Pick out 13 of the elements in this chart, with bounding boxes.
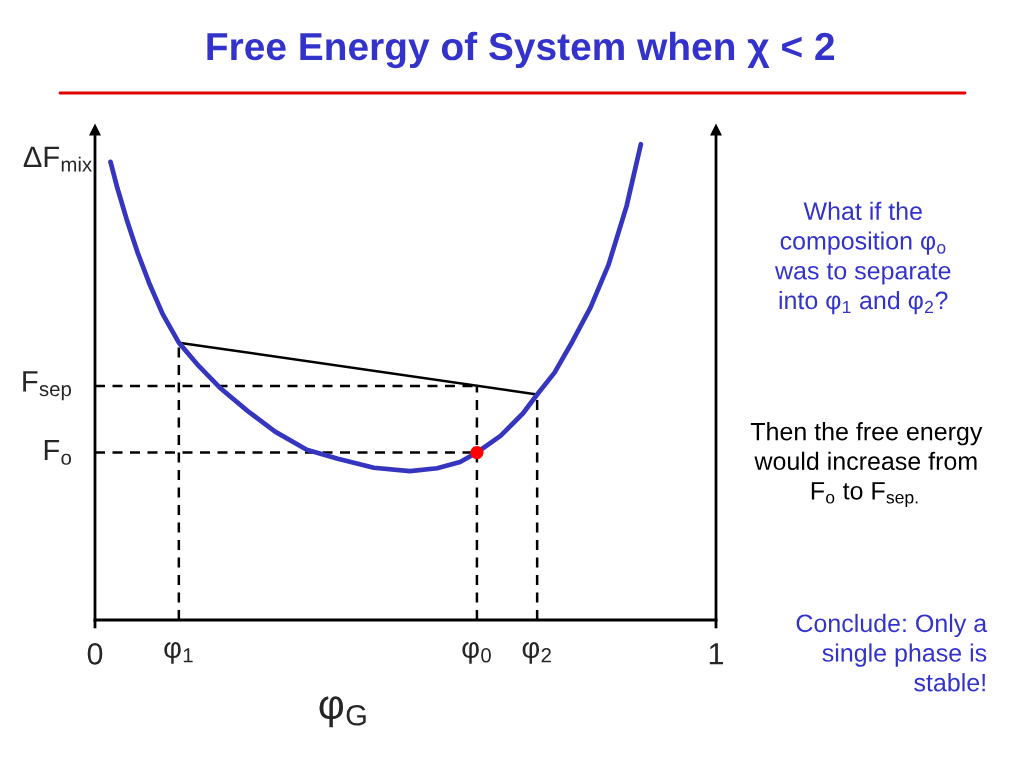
chart-title: Free Energy of System when χ < 2 — [207, 31, 835, 69]
annotation: φ$_{2}$ — [522, 641, 551, 664]
x-tick-label: 0 — [87, 643, 103, 665]
annotation: φ$_{1}$ — [164, 641, 193, 664]
text: Conclude: Only a single phase is stable! — [796, 613, 988, 692]
x-axis-title: φ$_{G}$ — [319, 696, 366, 728]
annotation: φ$_{0}$ — [462, 641, 491, 664]
x-tick-label: 1 — [709, 643, 724, 665]
annotation: F$_{sep}$ — [23, 371, 72, 401]
annotation: F$_{o}$ — [44, 439, 72, 465]
text: Then the free energy would increase from F$_{o}$ to F$_{sep.}$ — [750, 422, 983, 508]
text: What if the composition φ$_{o}$ was to separate into φ$_{1}$ and φ$_{2}$? — [774, 201, 951, 315]
y-axis-title: ΔF$_{mix}$ — [23, 146, 92, 172]
